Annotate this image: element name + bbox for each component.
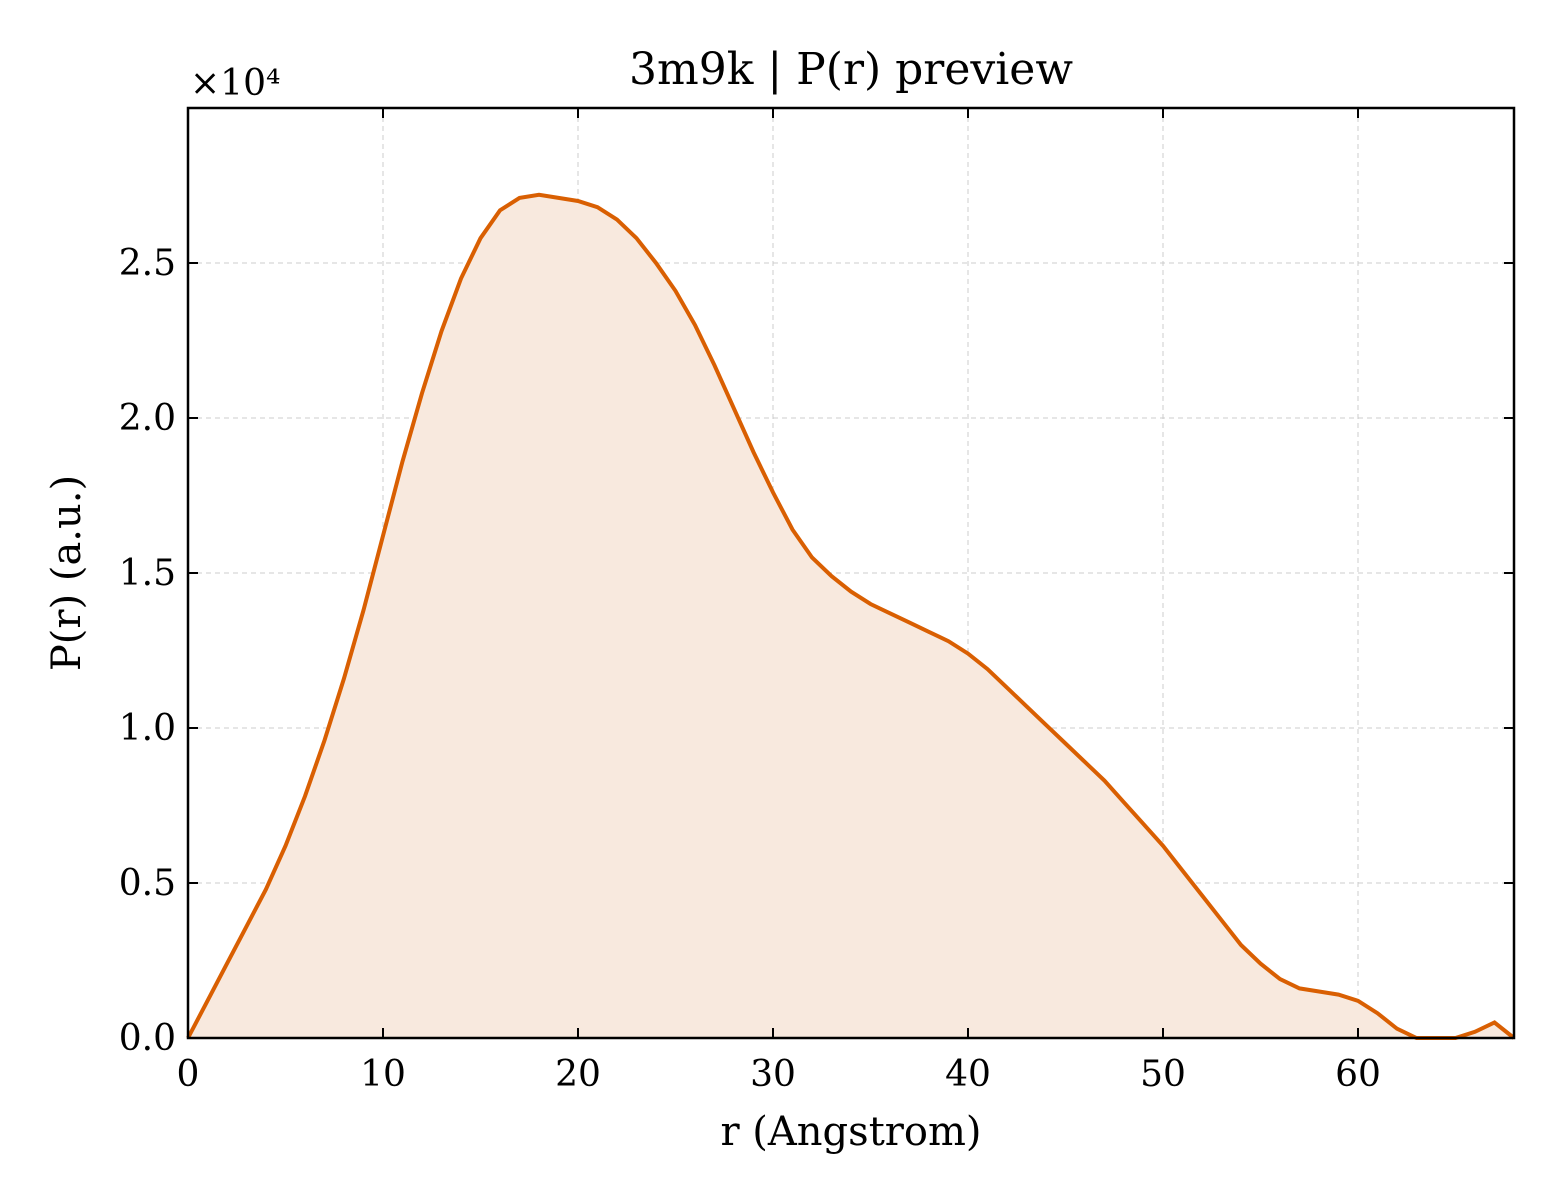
x-tick-label: 40 bbox=[945, 1054, 991, 1095]
x-axis: 0 10 20 30 40 50 60 bbox=[177, 108, 1381, 1095]
x-tick-label: 10 bbox=[360, 1054, 406, 1095]
x-tick-label: 30 bbox=[750, 1054, 796, 1095]
pr-area-fill bbox=[188, 194, 1514, 1039]
y-tick-label: 0.0 bbox=[119, 1018, 176, 1059]
y-tick-label: 2.0 bbox=[119, 398, 176, 439]
x-axis-label: r (Angstrom) bbox=[720, 1109, 981, 1155]
chart-title: 3m9k | P(r) preview bbox=[629, 44, 1073, 95]
y-tick-label: 2.5 bbox=[119, 243, 176, 284]
y-tick-label: 1.5 bbox=[119, 553, 176, 594]
y-tick-label: 0.5 bbox=[119, 863, 176, 904]
y-tick-label: 1.0 bbox=[119, 708, 176, 749]
x-tick-label: 0 bbox=[177, 1054, 200, 1095]
x-tick-label: 20 bbox=[555, 1054, 601, 1095]
y-axis: 0.0 0.5 1.0 1.5 2.0 2.5 bbox=[119, 243, 1514, 1059]
x-tick-label: 60 bbox=[1335, 1054, 1381, 1095]
pr-curve bbox=[186, 192, 1516, 1040]
y-axis-label: P(r) (a.u.) bbox=[44, 475, 90, 671]
x-tick-label: 50 bbox=[1140, 1054, 1186, 1095]
y-offset-label: ×10⁴ bbox=[190, 63, 280, 104]
